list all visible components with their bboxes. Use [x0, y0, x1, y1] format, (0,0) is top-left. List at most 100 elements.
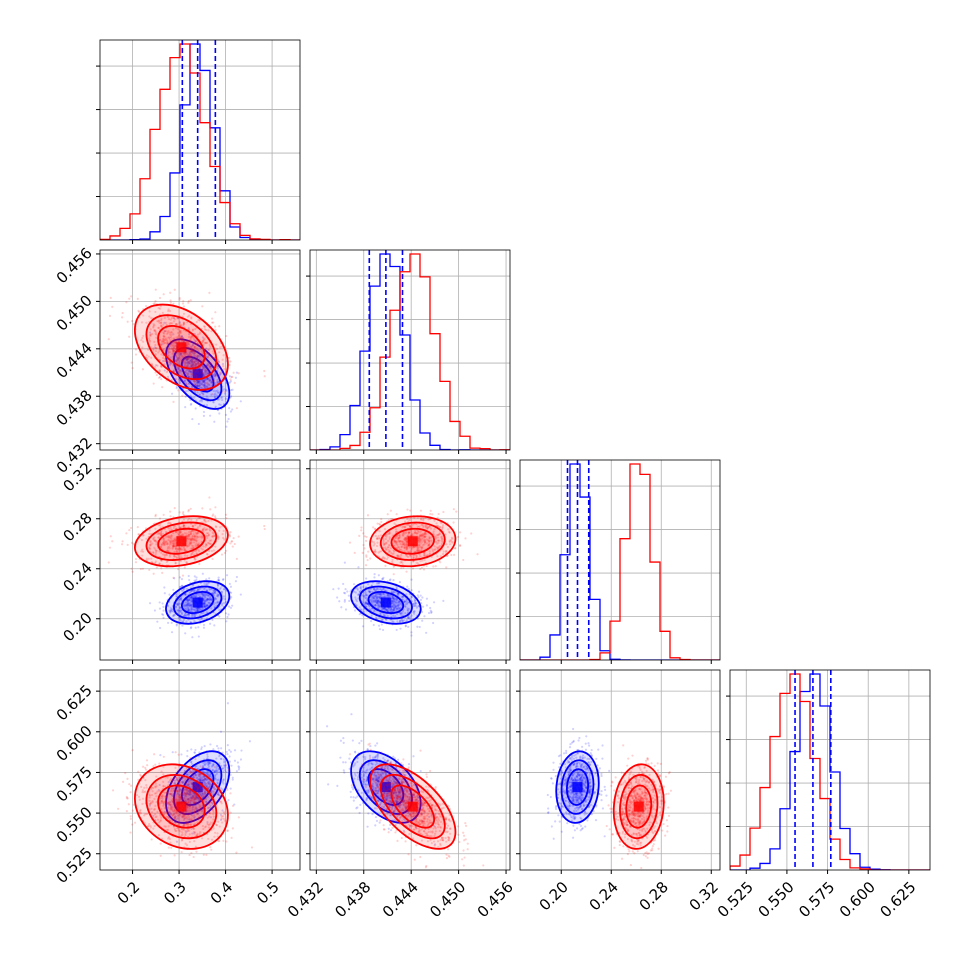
scatter-point [393, 544, 396, 548]
scatter-point [189, 596, 192, 600]
scatter-point [194, 407, 197, 410]
scatter-point [436, 539, 440, 542]
scatter-point [187, 607, 190, 610]
scatter-point [393, 522, 396, 525]
scatter-point [346, 590, 349, 593]
scatter-point [158, 321, 161, 324]
scatter-point [174, 354, 177, 357]
scatter-point [451, 541, 454, 544]
scatter-point [187, 789, 190, 792]
scatter-point [184, 601, 187, 604]
scatter-point [182, 513, 186, 517]
scatter-point [203, 380, 206, 383]
scatter-point [170, 378, 173, 382]
scatter-point [191, 350, 194, 353]
scatter-point [182, 524, 186, 527]
scatter-point [164, 541, 167, 544]
scatter-point [204, 372, 207, 376]
scatter-point [187, 382, 191, 386]
scatter-point [404, 611, 407, 615]
scatter-point [408, 593, 411, 596]
scatter-point [163, 321, 166, 324]
scatter-point [213, 769, 217, 773]
scatter-point [391, 595, 394, 598]
scatter-point [147, 557, 150, 560]
scatter-point [442, 510, 445, 514]
scatter-point [175, 789, 179, 792]
scatter-point [161, 553, 165, 556]
scatter-point [149, 540, 152, 543]
scatter-point [209, 529, 212, 532]
scatter-point [172, 345, 175, 348]
scatter-point [420, 518, 423, 521]
scatter-point [205, 589, 208, 592]
scatter-point [217, 576, 220, 579]
scatter-point [183, 796, 186, 800]
scatter-point [203, 341, 206, 344]
scatter-point [396, 607, 400, 610]
scatter-point [214, 773, 217, 777]
scatter-point [423, 532, 427, 535]
scatter-point [162, 359, 165, 363]
scatter-point [191, 417, 194, 421]
scatter-point [173, 317, 176, 320]
scatter-point [420, 546, 423, 549]
scatter-point [416, 562, 420, 565]
scatter-point [375, 593, 378, 596]
scatter-point [203, 604, 206, 608]
scatter-point [217, 579, 221, 582]
scatter-point [198, 516, 201, 520]
scatter-point [161, 311, 164, 314]
scatter-point [189, 359, 192, 363]
scatter-point [422, 538, 425, 541]
scatter-point [193, 361, 196, 364]
scatter-point [404, 538, 407, 541]
scatter-point [169, 515, 172, 518]
scatter-point [195, 535, 198, 538]
scatter-point [140, 321, 144, 324]
scatter-point [442, 550, 445, 553]
scatter-point [426, 553, 429, 557]
scatter-point [418, 549, 421, 552]
scatter-point [193, 751, 196, 754]
scatter-point [109, 535, 112, 538]
scatter-point [183, 549, 186, 552]
scatter-point [187, 343, 190, 346]
scatter-point [390, 608, 393, 611]
scatter-point [228, 381, 231, 384]
scatter-point [178, 511, 181, 514]
scatter-point [205, 778, 209, 781]
scatter-point [180, 336, 183, 339]
scatter-point [193, 350, 196, 353]
scatter-point [202, 611, 205, 614]
scatter-point [171, 352, 174, 356]
scatter-point [410, 595, 413, 598]
scatter-point [208, 760, 211, 763]
scatter-point [176, 338, 179, 342]
scatter-point [203, 520, 207, 523]
scatter-point [217, 778, 220, 781]
scatter-point [191, 794, 194, 798]
y-tick-label: 0.28 [59, 509, 95, 545]
scatter-point [131, 823, 134, 826]
scatter-point [131, 749, 134, 752]
scatter-point [211, 356, 214, 359]
scatter-point [183, 548, 186, 551]
scatter-point [384, 548, 387, 551]
scatter-point [154, 329, 157, 332]
scatter-point [196, 348, 199, 351]
scatter-point [164, 810, 167, 813]
scatter-point [193, 832, 196, 835]
scatter-point [167, 803, 170, 806]
scatter-point [436, 555, 439, 558]
scatter-point [183, 363, 187, 366]
scatter-point [189, 376, 193, 379]
scatter-point [399, 543, 402, 546]
scatter-point [230, 395, 233, 398]
scatter-point [172, 347, 175, 350]
scatter-point [192, 368, 195, 372]
scatter-point [172, 349, 175, 352]
scatter-point [178, 790, 181, 793]
scatter-point [183, 361, 186, 364]
